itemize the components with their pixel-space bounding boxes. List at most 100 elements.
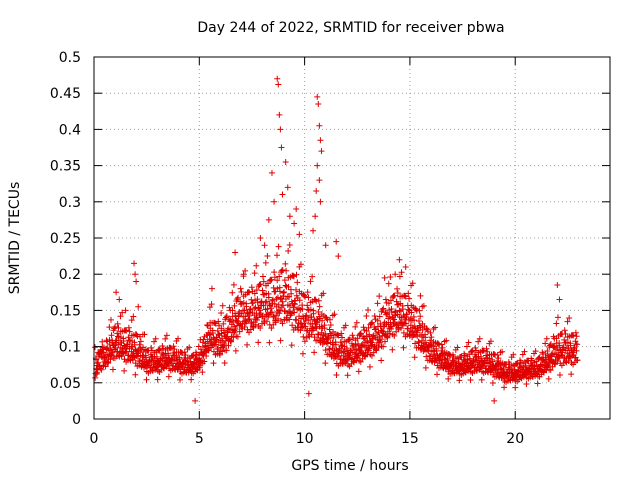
data-point bbox=[274, 294, 281, 301]
data-point bbox=[375, 344, 382, 351]
data-point bbox=[133, 278, 140, 285]
data-point bbox=[222, 314, 229, 321]
data-point bbox=[309, 273, 316, 280]
data-point bbox=[245, 316, 252, 323]
data-point bbox=[220, 320, 227, 327]
data-point bbox=[175, 335, 182, 342]
data-point bbox=[300, 333, 307, 340]
data-point bbox=[560, 344, 567, 351]
data-point bbox=[203, 353, 210, 360]
data-point bbox=[574, 357, 581, 364]
data-point bbox=[334, 331, 341, 338]
data-point bbox=[417, 313, 424, 320]
data-point bbox=[301, 338, 308, 345]
data-point bbox=[494, 357, 501, 364]
data-point bbox=[501, 384, 508, 391]
data-point bbox=[286, 242, 293, 249]
data-point bbox=[293, 286, 300, 293]
data-point bbox=[478, 355, 485, 362]
data-point bbox=[307, 278, 314, 285]
data-point bbox=[360, 335, 367, 342]
data-point bbox=[206, 304, 213, 311]
data-point bbox=[115, 324, 122, 331]
data-point bbox=[553, 320, 560, 327]
data-point bbox=[290, 304, 297, 311]
data-point bbox=[275, 301, 282, 308]
data-point bbox=[376, 293, 383, 300]
data-point bbox=[327, 322, 334, 329]
data-point bbox=[113, 289, 120, 296]
data-point bbox=[256, 281, 263, 288]
data-point bbox=[156, 346, 163, 353]
data-point bbox=[338, 342, 345, 349]
data-point bbox=[355, 342, 362, 349]
y-tick-label: 0.35 bbox=[50, 159, 81, 175]
data-point bbox=[199, 339, 206, 346]
data-point bbox=[109, 349, 116, 356]
data-point bbox=[403, 311, 410, 318]
data-point bbox=[106, 324, 113, 331]
data-point bbox=[573, 333, 580, 340]
data-point bbox=[314, 93, 321, 100]
data-point bbox=[209, 329, 216, 336]
data-point bbox=[289, 322, 296, 329]
data-point bbox=[268, 276, 275, 283]
data-point bbox=[218, 310, 225, 317]
data-point bbox=[219, 348, 226, 355]
data-point bbox=[491, 351, 498, 358]
data-point bbox=[171, 346, 178, 353]
data-point bbox=[251, 270, 258, 277]
data-point bbox=[132, 271, 139, 278]
data-point bbox=[331, 311, 338, 318]
data-point bbox=[97, 365, 104, 372]
data-point bbox=[121, 367, 128, 374]
data-point bbox=[463, 343, 470, 350]
data-point bbox=[271, 269, 278, 276]
data-point bbox=[311, 349, 318, 356]
data-point bbox=[443, 337, 450, 344]
data-point bbox=[231, 302, 238, 309]
data-point bbox=[383, 311, 390, 318]
y-tick-label: 0.15 bbox=[50, 303, 81, 319]
data-point bbox=[283, 267, 290, 274]
data-point bbox=[572, 329, 579, 336]
data-point bbox=[299, 306, 306, 313]
data-point bbox=[321, 325, 328, 332]
data-point bbox=[556, 372, 563, 379]
data-point bbox=[324, 340, 331, 347]
data-point bbox=[281, 277, 288, 284]
data-point bbox=[271, 274, 278, 281]
data-point bbox=[248, 296, 255, 303]
data-point bbox=[114, 330, 121, 337]
data-point bbox=[411, 354, 418, 361]
data-point bbox=[564, 318, 571, 325]
data-point bbox=[374, 300, 381, 307]
data-point bbox=[400, 329, 407, 336]
data-point bbox=[368, 352, 375, 359]
data-point bbox=[208, 301, 215, 308]
data-point bbox=[384, 334, 391, 341]
data-point bbox=[545, 375, 552, 382]
data-point bbox=[162, 335, 169, 342]
data-point bbox=[489, 358, 496, 365]
data-point bbox=[92, 344, 99, 351]
data-point bbox=[188, 376, 195, 383]
data-point bbox=[363, 327, 370, 334]
data-point bbox=[294, 279, 301, 286]
data-point bbox=[303, 312, 310, 319]
data-point bbox=[394, 285, 401, 292]
data-point bbox=[305, 390, 312, 397]
data-point bbox=[315, 101, 322, 108]
tick-labels: 0 0.05 0.1 0.15 0.2 0.25 0.3 0.35 0.4 0.45 0.5 0 5 10… bbox=[50, 50, 524, 447]
data-point bbox=[360, 324, 367, 331]
data-point bbox=[438, 347, 445, 354]
data-point bbox=[416, 307, 423, 314]
data-point bbox=[319, 335, 326, 342]
data-point bbox=[257, 281, 264, 288]
data-point bbox=[242, 267, 249, 274]
data-point bbox=[427, 329, 434, 336]
data-point bbox=[214, 327, 221, 334]
data-point bbox=[414, 333, 421, 340]
data-point bbox=[427, 337, 434, 344]
